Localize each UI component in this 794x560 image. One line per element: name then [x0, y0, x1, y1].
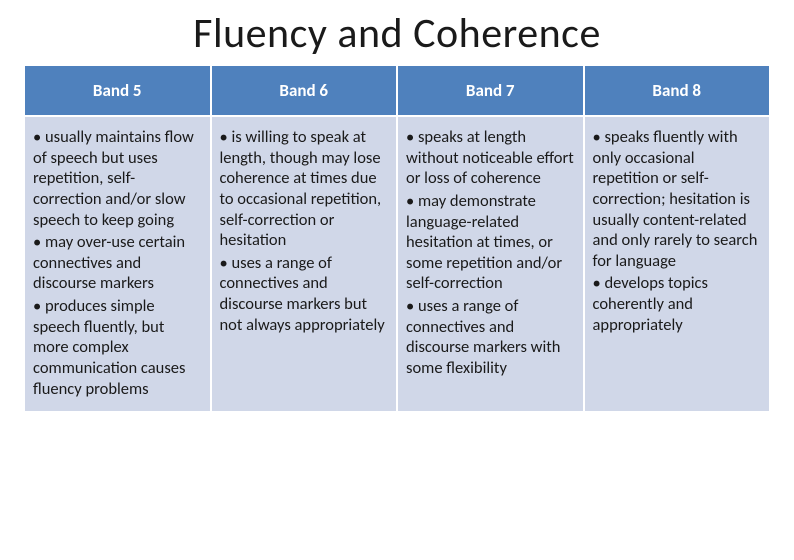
bullet-text: usually maintains flow of speech but use… — [33, 127, 194, 230]
bullet-marker: • — [220, 253, 232, 273]
bullet-item: • speaks at length without noticeable ef… — [406, 127, 575, 189]
bullet-marker: • — [406, 127, 418, 147]
table-column: Band 8 • speaks fluently with only occas… — [585, 66, 770, 411]
bullet-marker: • — [33, 232, 45, 252]
column-cell: • is willing to speak at length, though … — [212, 117, 397, 411]
bullet-item: • produces simple speech fluently, but m… — [33, 296, 202, 399]
bullet-text: speaks fluently with only occasional rep… — [593, 127, 758, 271]
bullet-item: • uses a range of connectives and discou… — [220, 253, 389, 336]
bullet-text: may demonstrate language-related hesitat… — [406, 191, 562, 294]
column-cell: • speaks at length without noticeable ef… — [398, 117, 583, 411]
column-header: Band 5 — [25, 66, 210, 117]
bullet-marker: • — [220, 127, 232, 147]
bullet-marker: • — [33, 127, 45, 147]
bullet-text: is willing to speak at length, though ma… — [220, 127, 382, 250]
bullet-text: produces simple speech fluently, but mor… — [33, 296, 185, 399]
bullet-item: • may demonstrate language-related hesit… — [406, 191, 575, 294]
bullet-marker: • — [33, 296, 45, 316]
column-header: Band 6 — [212, 66, 397, 117]
bullet-marker: • — [406, 191, 418, 211]
bullet-text: uses a range of connectives and discours… — [220, 253, 385, 335]
column-cell: • usually maintains flow of speech but u… — [25, 117, 210, 411]
bullet-item: • is willing to speak at length, though … — [220, 127, 389, 251]
bullet-item: • develops topics coherently and appropr… — [593, 273, 762, 335]
bullet-text: develops topics coherently and appropria… — [593, 273, 708, 334]
bullet-text: uses a range of connectives and discours… — [406, 296, 560, 378]
bullet-item: • may over-use certain connectives and d… — [33, 232, 202, 294]
band-table: Band 5 • usually maintains flow of speec… — [24, 65, 770, 412]
column-cell: • speaks fluently with only occasional r… — [585, 117, 770, 411]
bullet-item: • usually maintains flow of speech but u… — [33, 127, 202, 230]
bullet-text: speaks at length without noticeable effo… — [406, 127, 574, 188]
bullet-item: • uses a range of connectives and discou… — [406, 296, 575, 379]
column-header: Band 7 — [398, 66, 583, 117]
table-column: Band 5 • usually maintains flow of speec… — [25, 66, 212, 411]
bullet-marker: • — [406, 296, 414, 316]
bullet-marker: • — [593, 273, 605, 293]
bullet-marker: • — [593, 127, 605, 147]
table-column: Band 6 • is willing to speak at length, … — [212, 66, 399, 411]
bullet-text: may over-use certain connectives and dis… — [33, 232, 185, 293]
column-header: Band 8 — [585, 66, 770, 117]
table-column: Band 7 • speaks at length without notice… — [398, 66, 585, 411]
bullet-item: • speaks fluently with only occasional r… — [593, 127, 762, 271]
page-title: Fluency and Coherence — [24, 8, 770, 59]
